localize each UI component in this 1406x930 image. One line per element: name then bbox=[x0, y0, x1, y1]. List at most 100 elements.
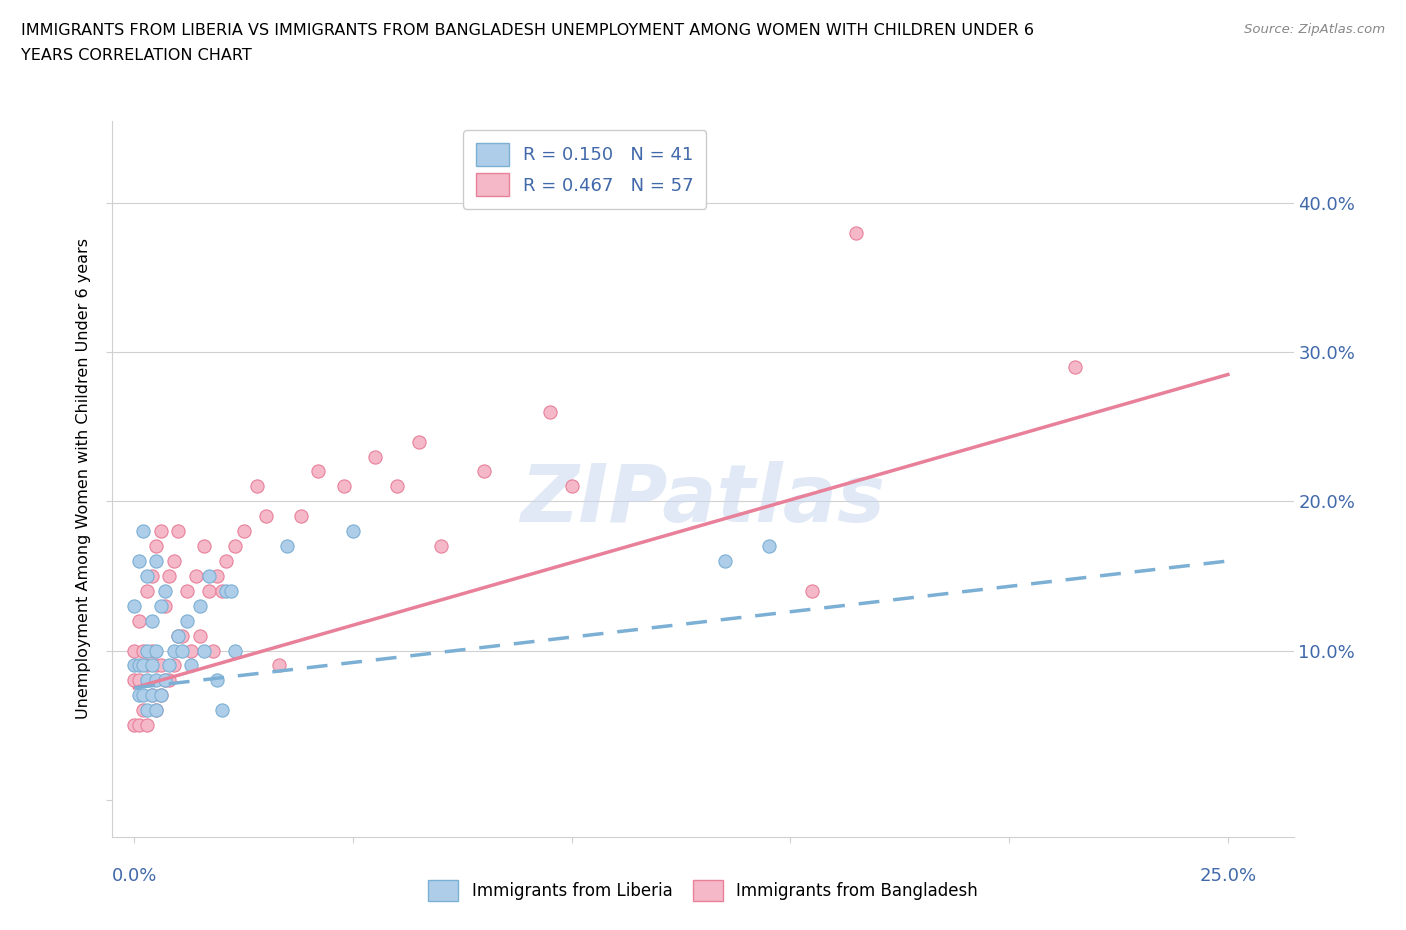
Point bbox=[267, 658, 290, 673]
Point bbox=[472, 464, 495, 479]
Point bbox=[215, 553, 238, 568]
Text: IMMIGRANTS FROM LIBERIA VS IMMIGRANTS FROM BANGLADESH UNEMPLOYMENT AMONG WOMEN W: IMMIGRANTS FROM LIBERIA VS IMMIGRANTS FR… bbox=[21, 23, 1033, 38]
Point bbox=[141, 613, 163, 628]
Point bbox=[141, 688, 163, 703]
Legend: Immigrants from Liberia, Immigrants from Bangladesh: Immigrants from Liberia, Immigrants from… bbox=[422, 873, 984, 908]
Point bbox=[141, 643, 163, 658]
Point bbox=[408, 434, 430, 449]
Point bbox=[167, 628, 190, 643]
Point bbox=[149, 524, 172, 538]
Point bbox=[124, 598, 146, 613]
Point bbox=[153, 583, 176, 598]
Point bbox=[561, 479, 583, 494]
Point bbox=[538, 405, 561, 419]
Y-axis label: Unemployment Among Women with Children Under 6 years: Unemployment Among Women with Children U… bbox=[76, 238, 91, 720]
Point bbox=[128, 718, 150, 733]
Point bbox=[167, 628, 190, 643]
Point bbox=[136, 568, 159, 583]
Point bbox=[145, 553, 167, 568]
Point bbox=[176, 583, 198, 598]
Point bbox=[211, 703, 233, 718]
Point bbox=[153, 673, 176, 688]
Point bbox=[176, 613, 198, 628]
Point bbox=[172, 628, 194, 643]
Point bbox=[163, 553, 186, 568]
Point bbox=[149, 658, 172, 673]
Point bbox=[157, 658, 180, 673]
Point bbox=[188, 598, 211, 613]
Point bbox=[197, 583, 219, 598]
Point bbox=[202, 643, 225, 658]
Point bbox=[157, 673, 180, 688]
Text: ZIPatlas: ZIPatlas bbox=[520, 461, 886, 539]
Point bbox=[149, 598, 172, 613]
Point bbox=[254, 509, 277, 524]
Point bbox=[128, 673, 150, 688]
Point bbox=[132, 703, 155, 718]
Point bbox=[180, 643, 202, 658]
Point bbox=[136, 643, 159, 658]
Point bbox=[149, 688, 172, 703]
Point bbox=[124, 718, 146, 733]
Point bbox=[184, 568, 207, 583]
Text: 0.0%: 0.0% bbox=[111, 867, 157, 885]
Point bbox=[136, 583, 159, 598]
Point bbox=[801, 583, 824, 598]
Point bbox=[845, 225, 868, 240]
Point bbox=[385, 479, 408, 494]
Point bbox=[136, 718, 159, 733]
Point bbox=[141, 568, 163, 583]
Point bbox=[128, 613, 150, 628]
Point bbox=[207, 568, 229, 583]
Point bbox=[136, 658, 159, 673]
Point bbox=[145, 703, 167, 718]
Point bbox=[193, 538, 215, 553]
Point bbox=[193, 643, 215, 658]
Point bbox=[132, 658, 155, 673]
Point bbox=[124, 643, 146, 658]
Point bbox=[180, 658, 202, 673]
Point bbox=[215, 583, 238, 598]
Point bbox=[224, 538, 246, 553]
Point bbox=[124, 658, 146, 673]
Point bbox=[141, 688, 163, 703]
Point bbox=[714, 553, 737, 568]
Legend: R = 0.150   N = 41, R = 0.467   N = 57: R = 0.150 N = 41, R = 0.467 N = 57 bbox=[464, 130, 706, 209]
Point bbox=[128, 553, 150, 568]
Point bbox=[124, 673, 146, 688]
Point bbox=[246, 479, 269, 494]
Point bbox=[163, 658, 186, 673]
Point bbox=[157, 568, 180, 583]
Point bbox=[132, 643, 155, 658]
Point bbox=[276, 538, 298, 553]
Text: YEARS CORRELATION CHART: YEARS CORRELATION CHART bbox=[21, 48, 252, 63]
Point bbox=[145, 673, 167, 688]
Point bbox=[197, 568, 219, 583]
Point bbox=[333, 479, 356, 494]
Point bbox=[211, 583, 233, 598]
Text: Source: ZipAtlas.com: Source: ZipAtlas.com bbox=[1244, 23, 1385, 36]
Point bbox=[145, 658, 167, 673]
Point bbox=[153, 673, 176, 688]
Point bbox=[128, 688, 150, 703]
Point bbox=[172, 643, 194, 658]
Point bbox=[167, 524, 190, 538]
Point bbox=[141, 658, 163, 673]
Point bbox=[149, 688, 172, 703]
Point bbox=[219, 583, 242, 598]
Point bbox=[153, 598, 176, 613]
Point bbox=[132, 688, 155, 703]
Point bbox=[145, 643, 167, 658]
Point bbox=[136, 703, 159, 718]
Point bbox=[224, 643, 246, 658]
Point bbox=[429, 538, 451, 553]
Point bbox=[128, 658, 150, 673]
Point bbox=[188, 628, 211, 643]
Point bbox=[307, 464, 329, 479]
Point bbox=[290, 509, 312, 524]
Point bbox=[145, 538, 167, 553]
Point bbox=[132, 524, 155, 538]
Text: 25.0%: 25.0% bbox=[1199, 867, 1257, 885]
Point bbox=[364, 449, 387, 464]
Point bbox=[163, 643, 186, 658]
